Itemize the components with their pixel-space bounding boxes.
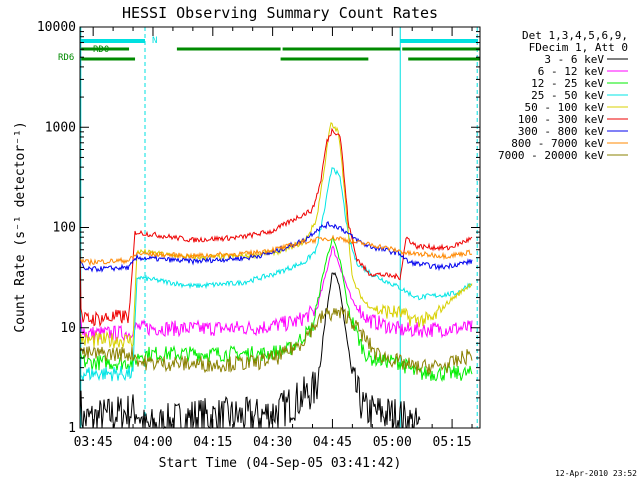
legend-item-label: 800 - 7000 keV — [511, 137, 604, 150]
y-tick-label: 10 — [60, 321, 76, 336]
series-line-8 — [79, 234, 473, 267]
x-tick-label: 05:00 — [373, 435, 412, 450]
series-line-1 — [79, 272, 421, 430]
x-tick-label: 04:45 — [313, 435, 352, 450]
legend-item-label: 300 - 800 keV — [518, 125, 604, 138]
series-line-5 — [79, 122, 473, 349]
legend-item-label: 12 - 25 keV — [531, 77, 604, 90]
legend-item-label: 6 - 12 keV — [538, 65, 605, 78]
legend-header-line: Det 1,3,4,5,6,9, — [522, 29, 628, 42]
x-tick-label: 05:15 — [433, 435, 472, 450]
x-tick-label: 03:45 — [74, 435, 113, 450]
y-tick-label: 10000 — [37, 20, 76, 35]
x-tick-label: 04:30 — [253, 435, 292, 450]
flag-label-n: N — [152, 36, 157, 46]
x-tick-label: 04:15 — [193, 435, 232, 450]
series-line-4 — [79, 167, 473, 382]
y-axis-label: Count Rate (s⁻¹ detector⁻¹) — [13, 121, 28, 332]
flag-label-rd6: RD6 — [58, 53, 74, 63]
legend: Det 1,3,4,5,6,9,FDecim 1, Att 03 - 6 keV… — [498, 29, 628, 162]
timestamp-footer: 12-Apr-2010 23:52 — [555, 469, 637, 478]
series-line-6 — [79, 127, 473, 328]
legend-item-label: 100 - 300 keV — [518, 113, 604, 126]
series-line-2 — [79, 245, 473, 342]
x-axis-label: Start Time (04-Sep-05 03:41:42) — [159, 456, 402, 471]
legend-item-label: 7000 - 20000 keV — [498, 149, 604, 162]
x-tick-label: 04:00 — [133, 435, 172, 450]
flag-label-rd0: RD0 — [93, 45, 109, 55]
chart-title: HESSI Observing Summary Count Rates — [122, 4, 438, 22]
y-tick-label: 1 — [68, 421, 76, 436]
legend-header-line: FDecim 1, Att 0 — [529, 41, 628, 54]
legend-item-label: 50 - 100 keV — [525, 101, 605, 114]
legend-item-label: 3 - 6 keV — [544, 53, 604, 66]
y-tick-label: 100 — [53, 221, 76, 236]
legend-item-label: 25 - 50 keV — [531, 89, 604, 102]
y-tick-label: 1000 — [45, 120, 76, 135]
series-line-7 — [79, 220, 473, 273]
series-line-9 — [79, 306, 473, 375]
